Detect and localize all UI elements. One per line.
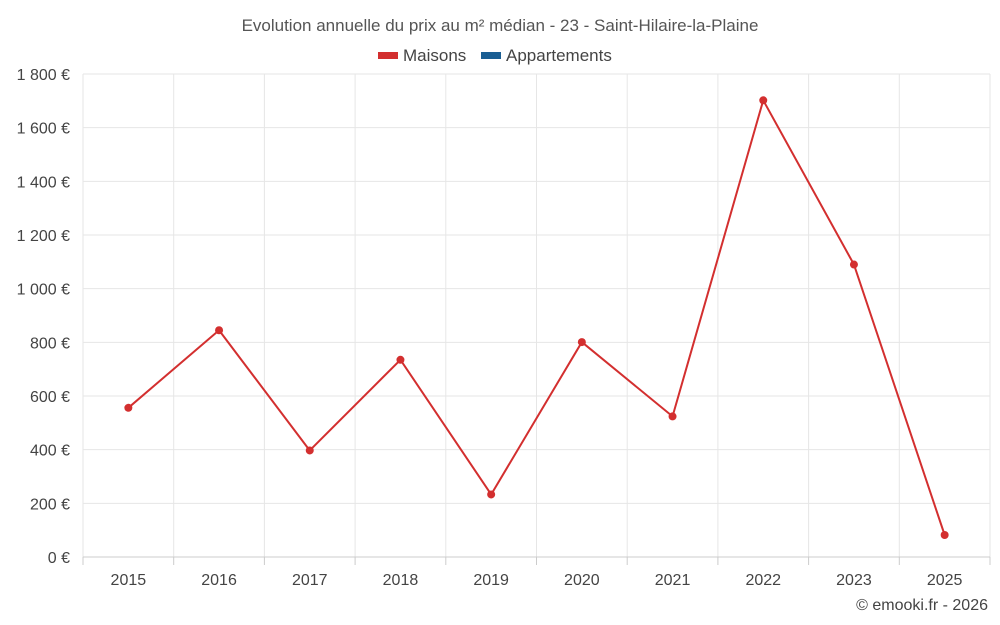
data-point[interactable] xyxy=(215,326,224,335)
chart-title: Evolution annuelle du prix au m² médian … xyxy=(242,16,759,35)
y-tick-label: 1 800 € xyxy=(17,67,70,84)
y-tick-label: 400 € xyxy=(30,443,70,460)
data-point[interactable] xyxy=(396,355,405,364)
y-tick-label: 1 200 € xyxy=(17,228,70,245)
x-tick-label: 2017 xyxy=(292,572,328,589)
series-maisons xyxy=(124,96,949,539)
x-tick-label: 2019 xyxy=(473,572,509,589)
data-point[interactable] xyxy=(759,96,768,105)
data-point[interactable] xyxy=(305,446,314,455)
data-point[interactable] xyxy=(940,530,949,539)
y-tick-label: 1 600 € xyxy=(17,121,70,138)
y-tick-label: 800 € xyxy=(30,335,70,352)
data-point[interactable] xyxy=(124,403,133,412)
x-tick-label: 2016 xyxy=(201,572,237,589)
x-tick-label: 2015 xyxy=(111,572,147,589)
y-tick-label: 1 000 € xyxy=(17,282,70,299)
grid xyxy=(82,73,991,557)
legend-swatch-maisons xyxy=(378,52,398,59)
x-tick-label: 2023 xyxy=(836,572,872,589)
x-tick-label: 2022 xyxy=(745,572,781,589)
x-tick-label: 2025 xyxy=(927,572,963,589)
legend: Maisons Appartements xyxy=(378,46,612,65)
y-tick-label: 600 € xyxy=(30,389,70,406)
x-tick-label: 2021 xyxy=(655,572,691,589)
data-point[interactable] xyxy=(849,260,858,269)
data-point[interactable] xyxy=(668,412,677,421)
data-point[interactable] xyxy=(577,338,586,347)
series-line-maisons xyxy=(127,99,946,536)
x-axis: 2015 2016 2017 2018 2019 2020 2021 2022 2023 2025 xyxy=(82,556,991,589)
x-tick-label: 2020 xyxy=(564,572,600,589)
legend-label-maisons[interactable]: Maisons xyxy=(403,46,466,65)
y-tick-label: 200 € xyxy=(30,496,70,513)
y-tick-label: 1 400 € xyxy=(17,174,70,191)
legend-label-appartements[interactable]: Appartements xyxy=(506,46,612,65)
data-point[interactable] xyxy=(487,490,496,499)
legend-swatch-appartements xyxy=(481,52,501,59)
credit-text: © emooki.fr - 2026 xyxy=(856,597,988,614)
x-tick-label: 2018 xyxy=(383,572,419,589)
y-axis: 0 € 200 € 400 € 600 € 800 € 1 000 € 1 200 € 1 4… xyxy=(17,67,70,567)
y-tick-label: 0 € xyxy=(48,550,70,567)
